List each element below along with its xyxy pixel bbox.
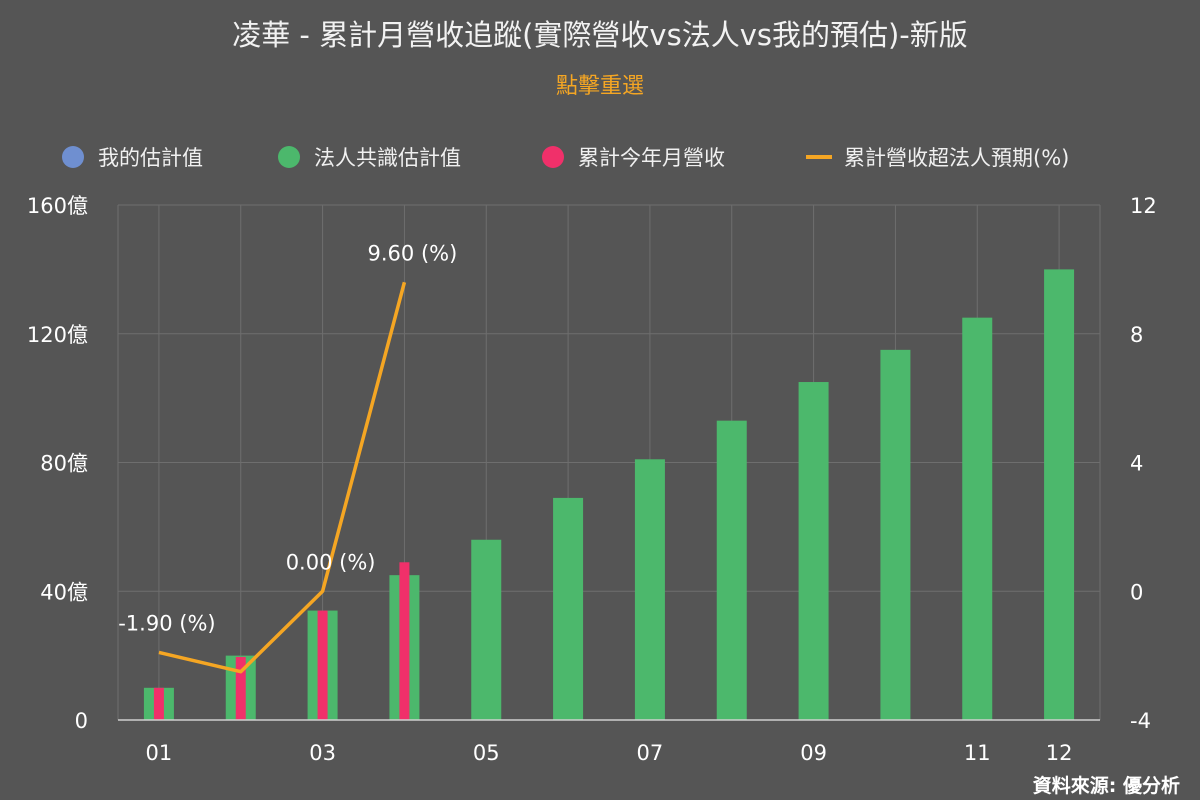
legend-marker-consensus (278, 146, 300, 168)
y-right-tick-label: 8 (1130, 323, 1143, 347)
legend-label-my-estimate: 我的估計值 (98, 146, 203, 170)
legend-label-consensus: 法人共識估計值 (314, 146, 461, 170)
x-tick-label: 03 (309, 741, 336, 765)
reselect-link[interactable]: 點擊重選 (555, 74, 644, 99)
y-left-tick-label: 40億 (40, 580, 88, 604)
consensus-bar (553, 497, 584, 720)
beat-percent-data-label: 0.00 (%) (286, 550, 376, 574)
x-tick-label: 11 (964, 741, 991, 765)
x-tick-label: 07 (637, 741, 664, 765)
y-right-tick-label: 12 (1130, 194, 1157, 218)
y-left-tick-label: 160億 (27, 194, 88, 218)
cumulative-revenue-bar (235, 656, 246, 720)
legend-label-cumulative-revenue: 累計今年月營收 (578, 146, 725, 170)
legend-marker-cumulative-revenue (542, 146, 564, 168)
x-tick-label: 05 (473, 741, 500, 765)
consensus-bar (798, 382, 829, 720)
data-source: 資料來源: 優分析 (1032, 775, 1180, 797)
legend-item-my-estimate[interactable]: 我的估計值 (62, 140, 203, 174)
legend-marker-beat-percent (806, 155, 832, 159)
y-right-tick-label: -4 (1130, 709, 1151, 733)
legend-item-cumulative-revenue[interactable]: 累計今年月營收 (542, 140, 725, 174)
consensus-bar (880, 349, 911, 720)
chart-title: 凌華 - 累計月營收追蹤(實際營收vs法人vs我的預估)-新版 (232, 18, 968, 52)
cumulative-revenue-bar (399, 562, 410, 720)
legend-item-beat-percent[interactable]: 累計營收超法人預期(%) (806, 140, 1069, 174)
legend-label-beat-percent: 累計營收超法人預期(%) (844, 146, 1070, 170)
consensus-bar (634, 459, 665, 720)
cumulative-revenue-bar (317, 610, 328, 720)
beat-percent-data-label: -1.90 (%) (118, 611, 215, 635)
beat-percent-line (158, 281, 407, 674)
legend-item-consensus[interactable]: 法人共識估計值 (278, 140, 461, 174)
beat-percent-data-label: 9.60 (%) (368, 241, 458, 265)
x-tick-label: 01 (146, 741, 173, 765)
chart-legend: 我的估計值 法人共識估計值 累計今年月營收 累計營收超法人預期(%) (0, 140, 1200, 174)
cumulative-revenue-bar (153, 687, 164, 720)
y-right-tick-label: 4 (1130, 452, 1143, 476)
y-left-tick-label: 80億 (40, 452, 88, 476)
x-tick-label: 12 (1046, 741, 1073, 765)
y-right-tick-label: 0 (1130, 580, 1143, 604)
legend-marker-my-estimate (62, 146, 84, 168)
consensus-bar (471, 539, 502, 720)
consensus-bar (1044, 269, 1075, 720)
y-left-tick-label: 120億 (27, 323, 88, 347)
y-left-tick-label: 0 (75, 709, 88, 733)
consensus-bar (716, 420, 747, 720)
consensus-bar (962, 317, 993, 720)
x-tick-label: 09 (800, 741, 827, 765)
